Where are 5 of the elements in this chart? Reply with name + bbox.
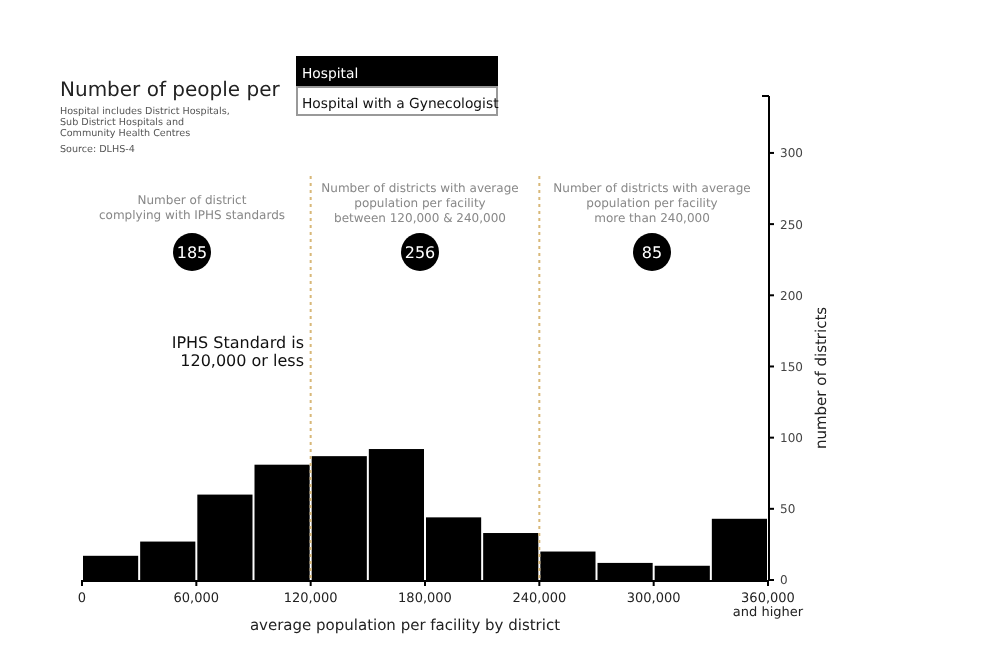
annotation: IPHS Standard is 120,000 or less	[171, 334, 304, 370]
annotation: 185	[176, 244, 208, 262]
annotation: 85	[641, 244, 663, 262]
annotation: 256	[404, 244, 436, 262]
chart-title: Number of people per	[60, 80, 282, 102]
